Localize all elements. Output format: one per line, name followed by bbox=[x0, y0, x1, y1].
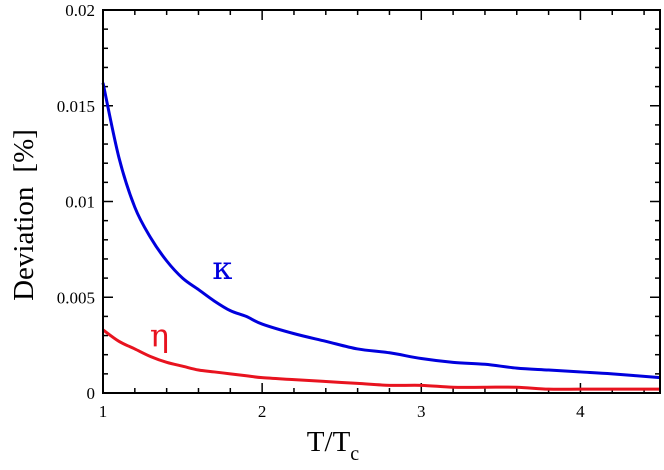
series-line-kappa bbox=[101, 82, 661, 380]
plot-frame bbox=[102, 9, 661, 394]
y-tick-label: 0.01 bbox=[65, 193, 95, 212]
x-tick-label: 2 bbox=[258, 402, 267, 421]
x-tick-label: 3 bbox=[417, 402, 426, 421]
series-label-eta: η bbox=[150, 316, 169, 354]
plot-series bbox=[101, 82, 661, 391]
y-axis-title: Deviation [%] bbox=[8, 129, 40, 301]
x-axis-title: T/Tc bbox=[307, 426, 360, 465]
series-label-kappa: κ bbox=[212, 249, 232, 287]
y-axis-title-main: Deviation bbox=[8, 186, 40, 301]
y-axis-title-unit: [%] bbox=[8, 129, 40, 172]
y-tick-label: 0.005 bbox=[57, 288, 95, 307]
x-axis-title-main: T/T bbox=[307, 426, 351, 458]
series-line-eta bbox=[102, 328, 660, 391]
x-axis-title-subscript: c bbox=[350, 443, 359, 465]
x-tick-label: 1 bbox=[99, 402, 108, 421]
y-tick-label: 0.02 bbox=[65, 1, 95, 20]
tick-labels: 1 2 3 4 0 0.005 0.01 0.015 0.02 bbox=[57, 1, 585, 421]
series-labels: κη bbox=[150, 249, 232, 354]
axis-ticks bbox=[102, 9, 660, 394]
y-tick-label: 0 bbox=[87, 384, 96, 403]
y-tick-label: 0.015 bbox=[57, 97, 95, 116]
x-tick-label: 4 bbox=[576, 402, 585, 421]
